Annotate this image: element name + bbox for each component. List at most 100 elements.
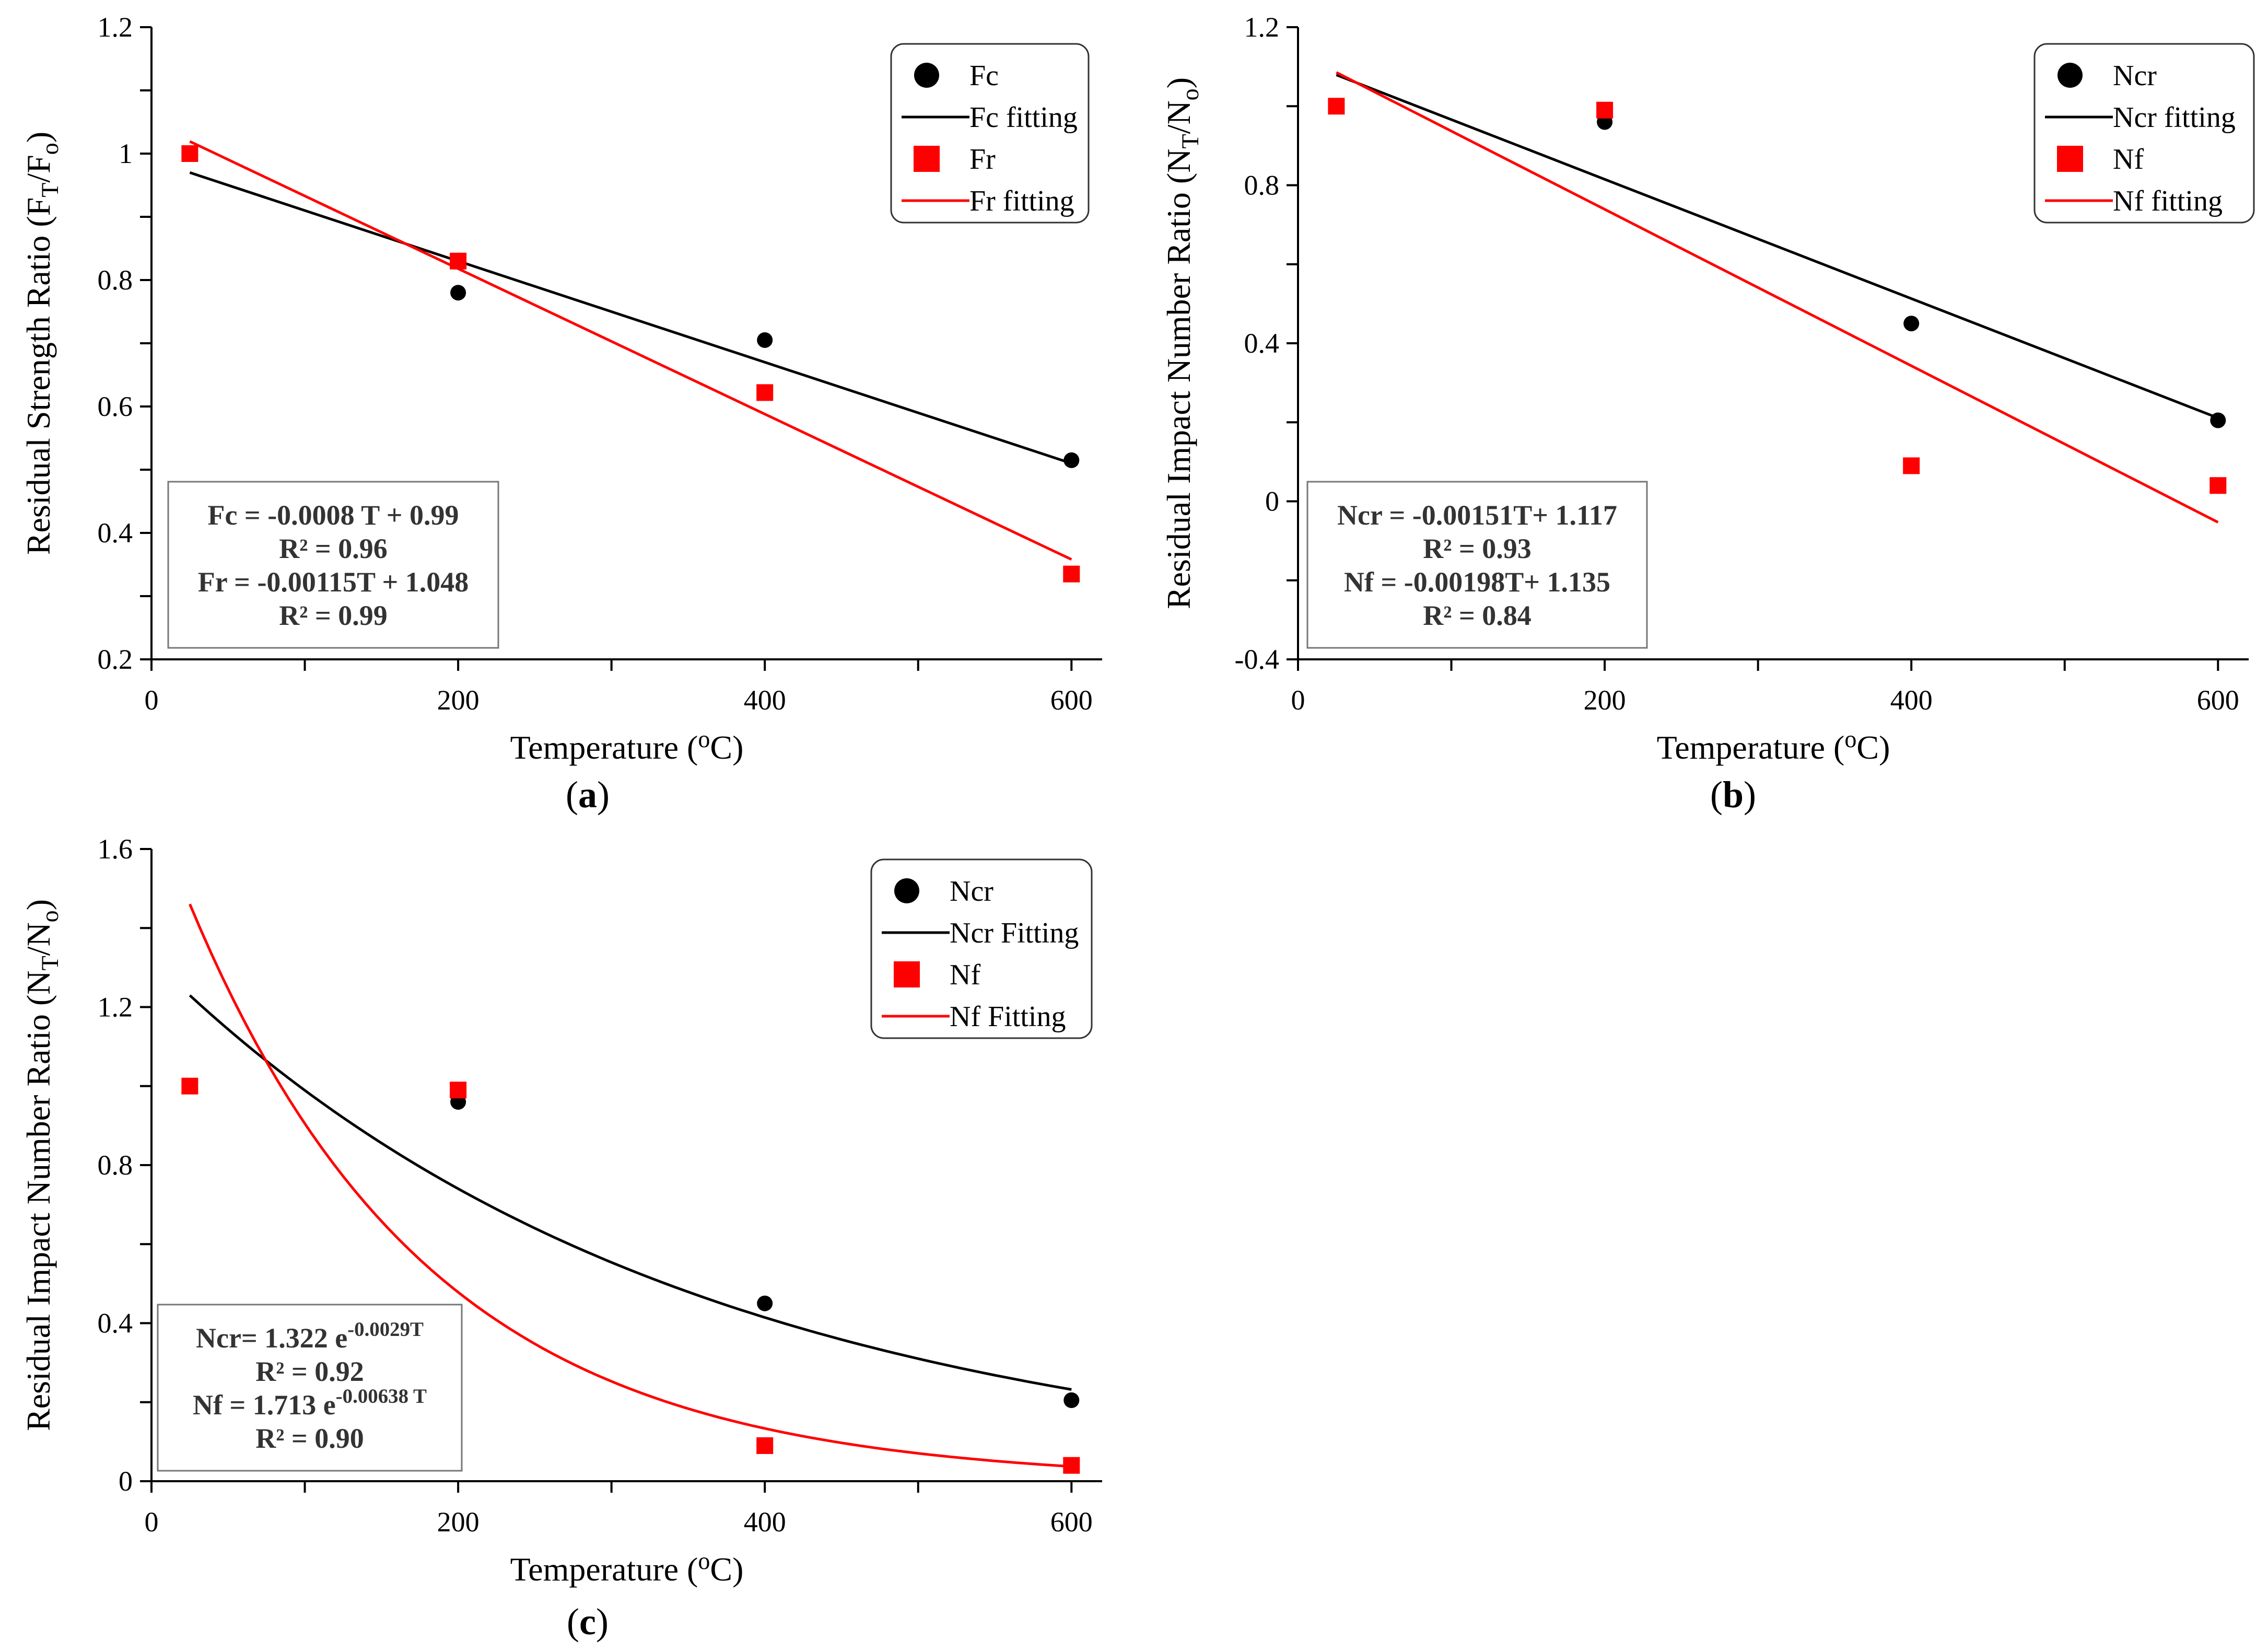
data-point-fr — [1063, 565, 1080, 583]
equation-line: R² = 0.90 — [255, 1423, 364, 1454]
y-tick-label: 0.4 — [1244, 328, 1280, 359]
legend-label: Fc fitting — [969, 101, 1078, 134]
equation-line: Nf = -0.00198T+ 1.135 — [1344, 566, 1610, 598]
y-tick-label: 0.4 — [98, 517, 133, 549]
data-point-fr — [756, 384, 774, 401]
y-tick-label: 1.2 — [98, 992, 133, 1023]
fit-line-fc-fitting — [189, 171, 1072, 465]
legend-label: Ncr — [2113, 60, 2157, 92]
legend-label: Fc — [969, 60, 999, 92]
x-tick-label: 600 — [1050, 1506, 1093, 1538]
equation-frame — [157, 1304, 463, 1472]
legend-marker-circle — [914, 63, 939, 88]
x-axis-title: Temperature (oC) — [1657, 726, 1890, 766]
x-tick-label: 600 — [2197, 684, 2239, 716]
data-point-fr — [181, 145, 198, 162]
equation-line: R² = 0.96 — [279, 533, 387, 564]
equation-line: Fc = -0.0008 T + 0.99 — [207, 499, 459, 531]
equation-frame — [167, 481, 499, 649]
x-tick-label: 600 — [1050, 684, 1093, 716]
legend-marker-circle — [894, 878, 919, 903]
data-point-fc — [1063, 452, 1080, 468]
y-tick-label: 0 — [119, 1466, 133, 1497]
fit-line-nf-fitting — [1336, 71, 2219, 524]
y-tick-label: 0.2 — [98, 644, 133, 675]
x-tick-label: 0 — [145, 1506, 159, 1538]
y-tick-label: 0.6 — [98, 391, 133, 422]
panel-label: (b) — [1710, 774, 1756, 816]
y-tick-label: 0.8 — [98, 264, 133, 296]
x-tick-label: 200 — [1584, 684, 1626, 716]
x-tick-label: 400 — [744, 684, 786, 716]
legend-marker-square — [2057, 146, 2083, 172]
legend-marker-square — [894, 961, 920, 987]
chart-panel-a: 0 200 400 600 0.2 0.4 0.6 0.8 1 1.2 Temperature (o… — [20, 11, 1102, 816]
y-tick-label: 1.2 — [1244, 11, 1280, 43]
data-point-nf — [1903, 457, 1920, 474]
data-point-nf — [1063, 1457, 1080, 1474]
data-point-nf — [2209, 477, 2227, 494]
y-axis-title: Residual Strength Ratio (FT/Fo) — [20, 132, 63, 555]
equation-line: R² = 0.84 — [1423, 600, 1531, 631]
x-axis-title: Temperature (oC) — [510, 726, 744, 766]
data-point-ncr — [1063, 1392, 1080, 1408]
fit-line-nf-fitting — [189, 903, 1072, 1468]
y-axis-title: Residual Impact Number Ratio (NT/No) — [20, 899, 63, 1431]
fit-line-ncr-fitting — [1336, 73, 2219, 420]
equation-line: Ncr= 1.322 e-0.0029T — [196, 1318, 424, 1354]
legend-label: Fr fitting — [969, 185, 1074, 217]
equation-line: R² = 0.93 — [1423, 533, 1531, 564]
data-point-fc — [757, 332, 773, 348]
data-point-fc — [450, 285, 466, 301]
y-tick-label: 1.2 — [98, 11, 133, 43]
equation-line: Ncr = -0.00151T+ 1.117 — [1337, 499, 1617, 531]
data-point-nf — [756, 1437, 774, 1454]
legend-label: Nf fitting — [2113, 185, 2223, 217]
legend-label: Ncr fitting — [2113, 101, 2236, 134]
legend-marker-circle — [2057, 63, 2083, 88]
x-tick-label: 200 — [437, 684, 480, 716]
equation-line: R² = 0.99 — [279, 600, 387, 631]
x-axis-title: Temperature (oC) — [510, 1548, 744, 1588]
legend-box — [2033, 43, 2255, 224]
legend: Fc Fc fitting Fr Fr fitting — [890, 43, 1090, 224]
equation-line: Fr = -0.00115T + 1.048 — [198, 566, 469, 598]
legend-label: Nf — [2113, 143, 2144, 176]
panel-label: (a) — [566, 774, 610, 816]
legend-marker-square — [914, 146, 940, 172]
data-point-fr — [450, 252, 467, 270]
fit-line-fr-fitting — [189, 140, 1072, 561]
legend-label: Nf Fitting — [950, 1001, 1066, 1033]
data-point-ncr — [2210, 412, 2226, 428]
legend: Ncr Ncr fitting Nf Nf fitting — [2033, 43, 2255, 224]
x-tick-label: 200 — [437, 1506, 480, 1538]
legend-box — [870, 858, 1093, 1039]
data-point-nf — [181, 1077, 198, 1095]
legend-label: Ncr — [950, 875, 993, 908]
y-tick-label: 1 — [119, 138, 133, 169]
legend-label: Ncr Fitting — [950, 917, 1079, 949]
y-tick-label: 0.4 — [98, 1308, 133, 1339]
data-point-nf — [1328, 98, 1345, 115]
equation-line: Nf = 1.713 e-0.00638 T — [193, 1385, 427, 1421]
legend: Ncr Ncr Fitting Nf Nf Fitting — [870, 858, 1093, 1039]
y-tick-label: -0.4 — [1235, 644, 1279, 675]
fit-line-ncr-fitting — [189, 994, 1072, 1391]
equation-line: R² = 0.92 — [255, 1356, 364, 1387]
x-tick-label: 400 — [744, 1506, 786, 1538]
y-axis-title: Residual Impact Number Ratio (NT/No) — [1160, 77, 1203, 609]
data-point-nf — [450, 1082, 467, 1099]
x-tick-label: 400 — [1890, 684, 1933, 716]
y-tick-label: 0.8 — [98, 1149, 133, 1181]
panel-label: (c) — [567, 1601, 609, 1643]
chart-panel-b: 0 200 400 600 -0.4 0 0.4 0.8 1.2 Temperature (oC)… — [1160, 11, 2255, 816]
data-point-ncr — [757, 1295, 773, 1311]
equation-frame — [1306, 481, 1648, 649]
legend-box — [890, 43, 1090, 224]
legend-label: Fr — [969, 143, 996, 176]
y-tick-label: 0.8 — [1244, 170, 1280, 201]
